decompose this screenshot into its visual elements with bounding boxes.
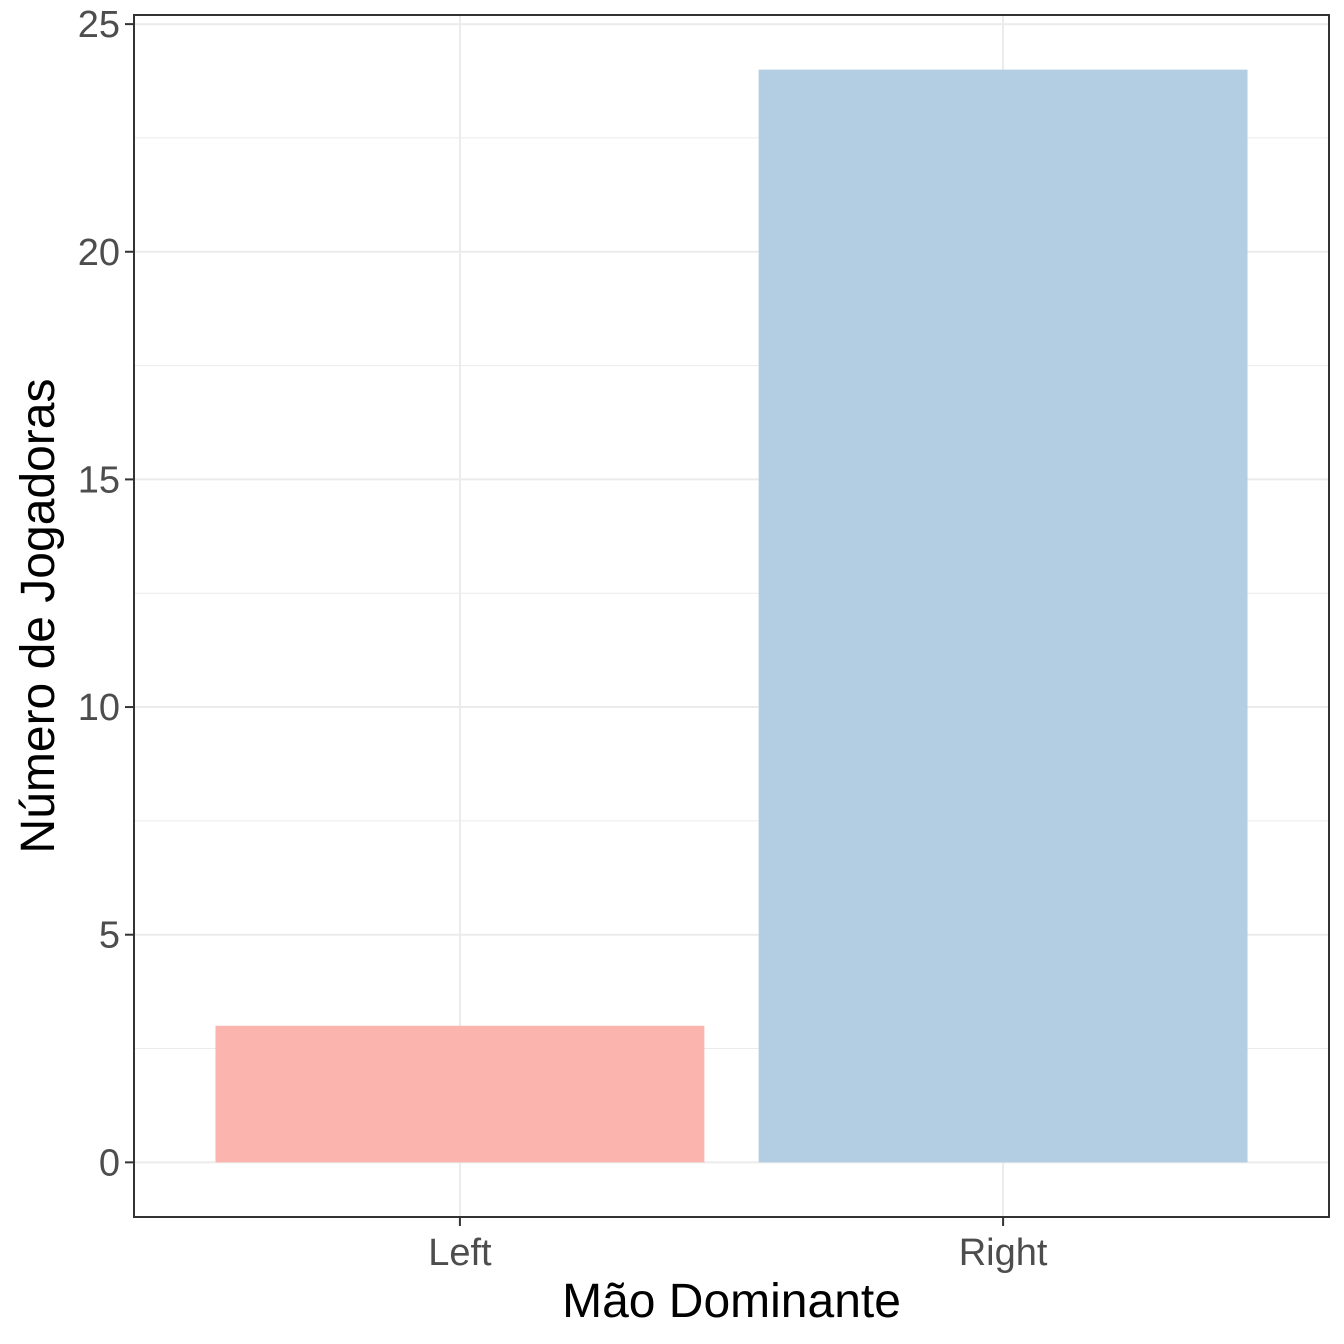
y-tick-label: 20: [78, 232, 120, 274]
bar-left: [215, 1025, 705, 1163]
bar-right: [758, 69, 1248, 1163]
y-tick-label: 15: [78, 459, 120, 501]
plot-panel-border: [133, 14, 1330, 1218]
axes: 0 5 10 15 20 25 Left Right: [78, 4, 1048, 1274]
x-tick-label: Left: [428, 1232, 492, 1274]
x-tick-label: Right: [959, 1232, 1048, 1274]
y-axis-title: Número de Jogadoras: [12, 379, 65, 854]
y-tick-label: 10: [78, 687, 120, 729]
x-axis-title: Mão Dominante: [562, 1275, 901, 1328]
bars: [215, 69, 1248, 1163]
y-tick-label: 5: [99, 915, 120, 957]
y-tick-label: 25: [78, 4, 120, 46]
y-tick-label: 0: [99, 1142, 120, 1184]
